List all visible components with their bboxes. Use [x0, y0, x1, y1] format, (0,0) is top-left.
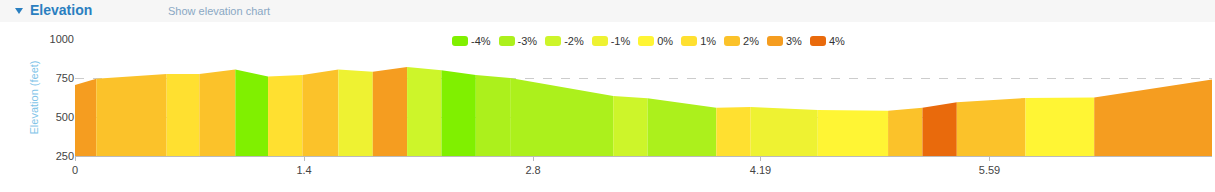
html-text:0%: 0% [657, 35, 674, 47]
html-text:-4%: -4% [471, 35, 491, 47]
html-text:-1%: -1% [610, 35, 631, 47]
svg-text:4.19: 4.19 [750, 164, 771, 176]
svg-text:500: 500 [56, 111, 74, 123]
html-text:4%: 4% [828, 35, 845, 47]
svg-text:1000: 1000 [50, 33, 74, 45]
svg-text:1.4: 1.4 [296, 164, 311, 176]
svg-text:750: 750 [56, 72, 74, 84]
svg-text:250: 250 [56, 150, 74, 162]
svg-text:Elevation (feet): Elevation (feet) [28, 61, 40, 135]
html-text:Show elevation chart: Show elevation chart [168, 5, 271, 17]
html-text:-3%: -3% [517, 35, 538, 47]
svg-text:2.8: 2.8 [525, 164, 540, 176]
html-text:3%: 3% [786, 35, 802, 47]
svg-text:5.59: 5.59 [979, 164, 1000, 176]
html-text:2%: 2% [743, 35, 759, 47]
html-text:1%: 1% [700, 35, 717, 47]
svg-text:0: 0 [72, 164, 78, 176]
html-text:Elevation: Elevation [30, 2, 93, 18]
html-text:-2%: -2% [564, 35, 584, 47]
